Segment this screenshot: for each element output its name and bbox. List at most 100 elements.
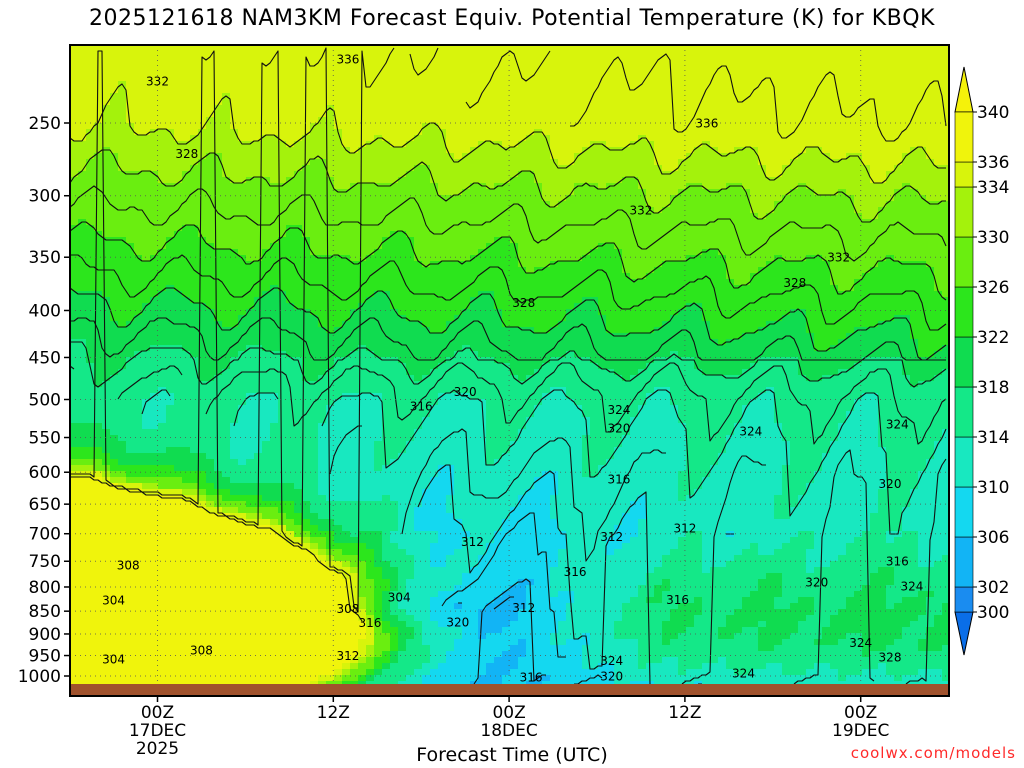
field-cell — [366, 309, 375, 316]
field-cell — [526, 69, 535, 76]
field-cell — [582, 153, 591, 160]
field-cell — [934, 261, 943, 268]
field-cell — [318, 291, 327, 298]
field-cell — [798, 285, 807, 292]
field-cell — [622, 171, 631, 178]
field-cell — [758, 123, 767, 130]
field-cell — [630, 99, 639, 106]
field-cell — [678, 201, 687, 208]
field-cell — [774, 279, 783, 286]
field-cell — [534, 141, 543, 148]
field-cell — [254, 231, 263, 238]
field-cell — [550, 267, 559, 274]
field-cell — [606, 195, 615, 202]
field-cell — [182, 69, 191, 76]
field-cell — [774, 225, 783, 232]
field-cell — [614, 63, 623, 70]
field-cell — [854, 225, 863, 232]
field-cell — [246, 219, 255, 226]
field-cell — [214, 303, 223, 310]
field-cell — [742, 267, 751, 274]
field-cell — [406, 165, 415, 172]
field-cell — [270, 99, 279, 106]
field-cell — [126, 225, 135, 232]
field-cell — [302, 255, 311, 262]
field-cell — [694, 231, 703, 238]
field-cell — [206, 297, 215, 304]
field-cell — [334, 147, 343, 154]
field-cell — [246, 291, 255, 298]
field-cell — [414, 105, 423, 112]
field-cell — [910, 171, 919, 178]
field-cell — [134, 87, 143, 94]
field-cell — [726, 105, 735, 112]
field-cell — [790, 183, 799, 190]
field-cell — [454, 309, 463, 316]
field-cell — [446, 213, 455, 220]
field-cell — [926, 189, 935, 196]
field-cell — [758, 129, 767, 136]
field-cell — [622, 57, 631, 64]
field-cell — [614, 213, 623, 220]
field-cell — [174, 237, 183, 244]
field-cell — [742, 63, 751, 70]
field-cell — [662, 309, 671, 316]
field-cell — [758, 93, 767, 100]
field-cell — [646, 189, 655, 196]
field-cell — [270, 243, 279, 250]
field-cell — [342, 207, 351, 214]
field-cell — [670, 105, 679, 112]
field-cell — [590, 303, 599, 310]
field-cell — [822, 183, 831, 190]
field-cell — [326, 183, 335, 190]
field-cell — [910, 291, 919, 298]
field-cell — [614, 165, 623, 172]
field-cell — [134, 129, 143, 136]
field-cell — [694, 195, 703, 202]
field-cell — [774, 57, 783, 64]
field-cell — [806, 237, 815, 244]
field-cell — [726, 165, 735, 172]
field-cell — [630, 81, 639, 88]
field-cell — [374, 279, 383, 286]
field-cell — [806, 75, 815, 82]
field-cell — [158, 165, 167, 172]
field-cell — [94, 177, 103, 184]
field-cell — [638, 261, 647, 268]
field-cell — [550, 225, 559, 232]
field-cell — [454, 273, 463, 280]
field-cell — [166, 231, 175, 238]
field-cell — [406, 183, 415, 190]
field-cell — [838, 213, 847, 220]
field-cell — [262, 309, 271, 316]
field-cell — [374, 171, 383, 178]
field-cell — [174, 261, 183, 268]
field-cell — [366, 69, 375, 76]
field-cell — [246, 225, 255, 232]
field-cell — [654, 45, 663, 52]
field-cell — [294, 87, 303, 94]
field-cell — [206, 285, 215, 292]
field-cell — [926, 279, 935, 286]
field-cell — [798, 51, 807, 58]
field-cell — [702, 171, 711, 178]
field-cell — [590, 189, 599, 196]
field-cell — [614, 297, 623, 304]
field-cell — [830, 165, 839, 172]
field-cell — [638, 207, 647, 214]
field-cell — [294, 291, 303, 298]
field-cell — [478, 225, 487, 232]
field-cell — [566, 231, 575, 238]
field-cell — [878, 165, 887, 172]
field-cell — [270, 75, 279, 82]
field-cell — [406, 309, 415, 316]
field-cell — [894, 177, 903, 184]
field-cell — [278, 309, 287, 316]
field-cell — [942, 153, 949, 160]
field-cell — [206, 141, 215, 148]
field-cell — [550, 309, 559, 316]
field-cell — [126, 285, 135, 292]
field-cell — [766, 135, 775, 142]
field-cell — [366, 165, 375, 172]
field-cell — [702, 129, 711, 136]
